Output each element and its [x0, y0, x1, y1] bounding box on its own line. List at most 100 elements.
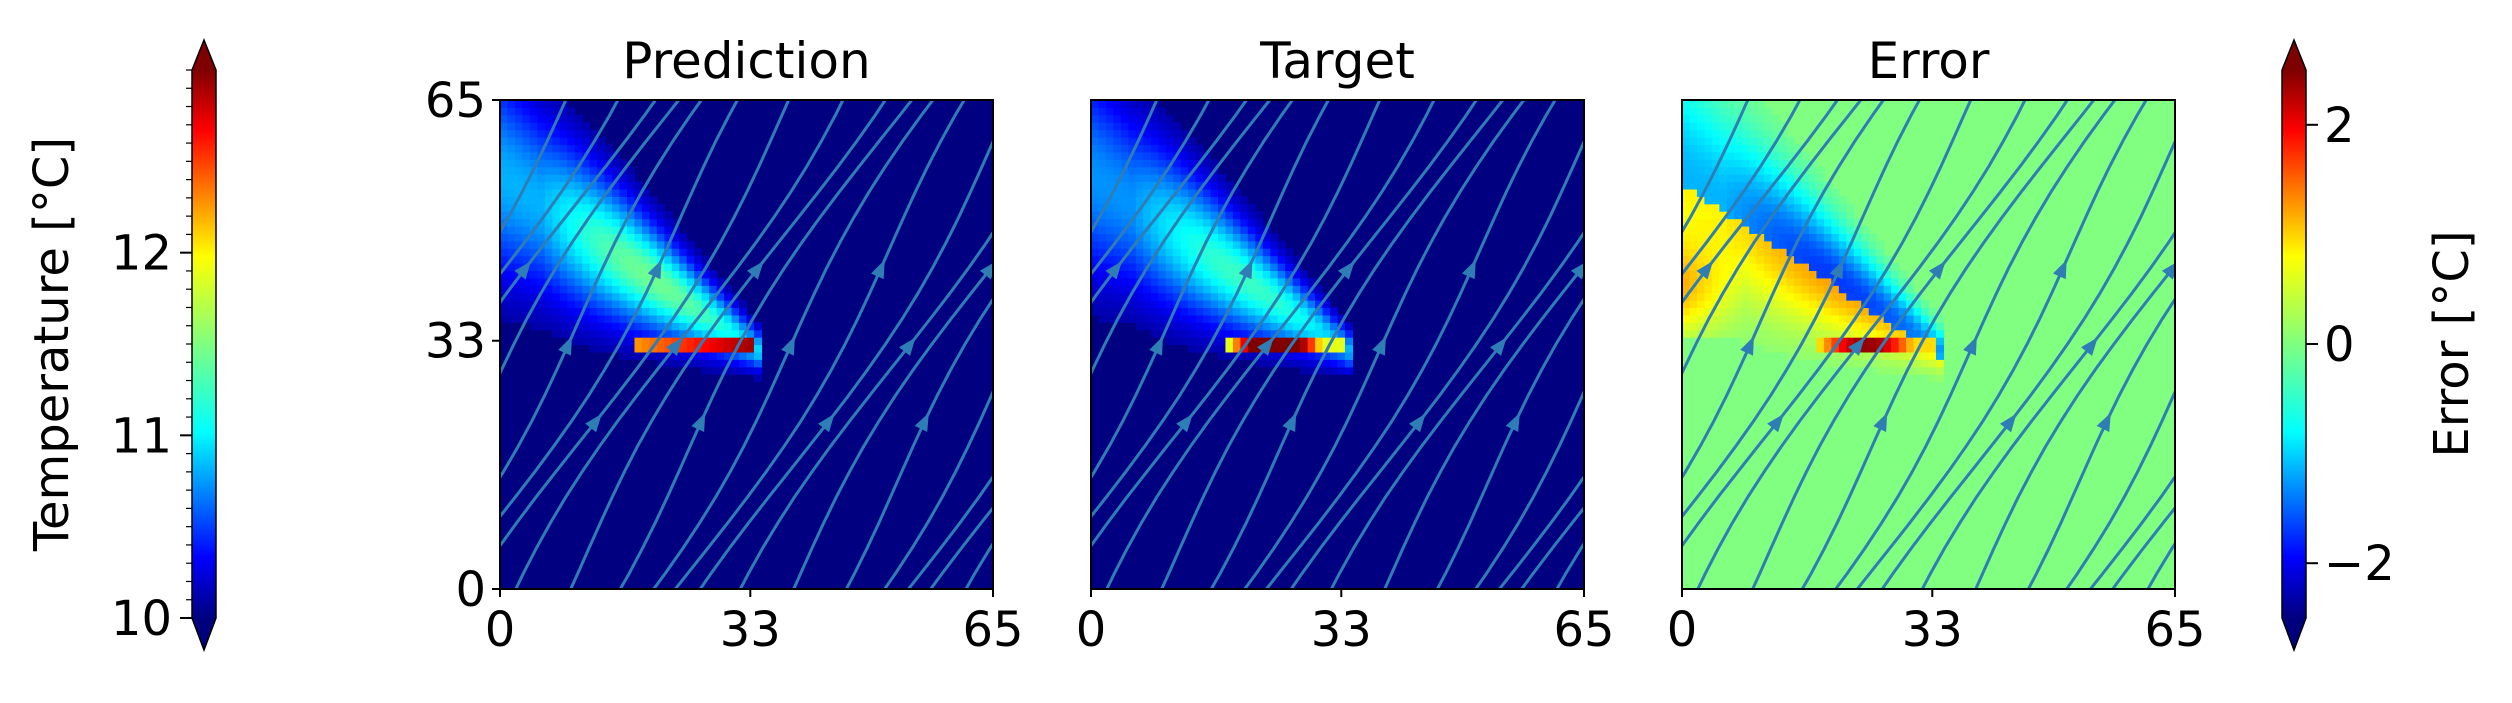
heatmap-cell: [1786, 270, 1795, 279]
heatmap-cell: [686, 344, 695, 353]
heatmap-cell: [1143, 144, 1152, 153]
heatmap-cell: [1704, 329, 1713, 338]
heatmap-cell: [544, 248, 553, 257]
heatmap-cell: [1696, 211, 1706, 220]
heatmap-cell: [1816, 329, 1825, 338]
heatmap-cell: [1808, 344, 1818, 353]
heatmap-cell: [1307, 322, 1316, 331]
heatmap-cell: [567, 233, 576, 242]
heatmap-cell: [1771, 218, 1780, 227]
heatmap-cell: [1831, 277, 1840, 286]
heatmap-cell: [604, 181, 613, 190]
heatmap-cell: [1165, 292, 1174, 301]
heatmap-cell: [1240, 351, 1249, 360]
heatmap-cell: [522, 277, 531, 286]
heatmap-cell: [701, 314, 710, 323]
heatmap-cell: [1180, 292, 1189, 301]
heatmap-cell: [1240, 322, 1249, 331]
heatmap-cell: [641, 314, 650, 323]
heatmap-cell: [649, 300, 658, 309]
heatmap-cell: [694, 270, 703, 279]
heatmap-cell: [1203, 218, 1212, 227]
heatmap-cell: [1225, 211, 1234, 220]
heatmap-cell: [1315, 322, 1324, 331]
heatmap-cell: [544, 211, 553, 220]
heatmap-cell: [1734, 270, 1743, 279]
heatmap-cell: [1831, 188, 1840, 197]
heatmap-cell: [1165, 240, 1174, 249]
heatmap-cell: [701, 344, 710, 353]
heatmap-cell: [619, 225, 628, 234]
heatmap-cell: [612, 240, 621, 249]
heatmap-cell: [559, 159, 568, 168]
heatmap-cell: [1816, 285, 1825, 294]
heatmap-cell: [1292, 285, 1301, 294]
heatmap-cell: [1203, 181, 1212, 190]
heatmap-cell: [1786, 225, 1795, 234]
heatmap-cell: [1726, 300, 1735, 309]
heatmap-cell: [626, 351, 636, 360]
heatmap-cell: [1113, 300, 1122, 309]
heatmap-cell: [500, 166, 509, 175]
heatmap-cell: [656, 240, 665, 249]
heatmap-cell: [1928, 351, 1937, 360]
heatmap-cell: [1180, 322, 1189, 331]
heatmap-cell: [1128, 159, 1137, 168]
heatmap-cell: [1891, 337, 1900, 346]
heatmap-cell: [1779, 285, 1788, 294]
heatmap-cell: [1203, 329, 1212, 338]
heatmap-cell: [1696, 181, 1706, 190]
heatmap-cell: [1210, 270, 1219, 279]
heatmap-cell: [612, 277, 621, 286]
heatmap-cell: [1928, 337, 1937, 346]
heatmap-cell: [589, 203, 598, 212]
heatmap-cell: [1816, 307, 1825, 316]
heatmap-cell: [589, 307, 598, 316]
heatmap-cell: [1165, 255, 1174, 264]
heatmap-cell: [1764, 196, 1773, 205]
heatmap-cell: [1217, 218, 1227, 227]
heatmap-cell: [552, 166, 561, 175]
heatmap-cell: [1165, 270, 1174, 279]
heatmap-cell: [694, 307, 703, 316]
heatmap-cell: [1913, 359, 1922, 368]
heatmap-cell: [1165, 277, 1174, 286]
heatmap-cell: [612, 292, 621, 301]
heatmap-cell: [1838, 225, 1847, 234]
heatmap-cell: [537, 129, 546, 138]
heatmap-cell: [597, 233, 606, 242]
heatmap-cell: [649, 240, 658, 249]
heatmap-cell: [1704, 203, 1713, 212]
heatmap-cell: [746, 329, 755, 338]
heatmap-cell: [514, 263, 524, 272]
heatmap-cell: [1158, 307, 1167, 316]
heatmap-cell: [1173, 292, 1182, 301]
heatmap-cell: [1719, 107, 1728, 116]
heatmap-cell: [1098, 188, 1107, 197]
heatmap-cell: [1188, 277, 1197, 286]
heatmap-cell: [1689, 218, 1698, 227]
heatmap-cell: [619, 314, 628, 323]
heatmap-cell: [1823, 314, 1832, 323]
heatmap-cell: [739, 314, 748, 323]
colorbar-extend-min: [2282, 618, 2306, 650]
heatmap-cell: [1135, 174, 1144, 183]
heatmap-cell: [1719, 196, 1728, 205]
heatmap-cell: [1741, 144, 1750, 153]
heatmap-cell: [1794, 270, 1803, 279]
heatmap-cell: [1240, 225, 1249, 234]
heatmap-cell: [1232, 263, 1241, 272]
heatmap-cell: [597, 329, 606, 338]
heatmap-cell: [1741, 129, 1750, 138]
heatmap-cell: [724, 292, 733, 301]
heatmap-cell: [1113, 100, 1122, 109]
heatmap-cell: [1801, 322, 1810, 331]
heatmap-cell: [507, 129, 516, 138]
streamline-arrow: [558, 336, 572, 356]
heatmap-cell: [1262, 263, 1271, 272]
heatmap-cell: [1682, 270, 1691, 279]
heatmap-cell: [1883, 307, 1892, 316]
heatmap-cell: [1794, 151, 1803, 160]
heatmap-cell: [686, 300, 695, 309]
streamline-arrow: [691, 412, 706, 433]
